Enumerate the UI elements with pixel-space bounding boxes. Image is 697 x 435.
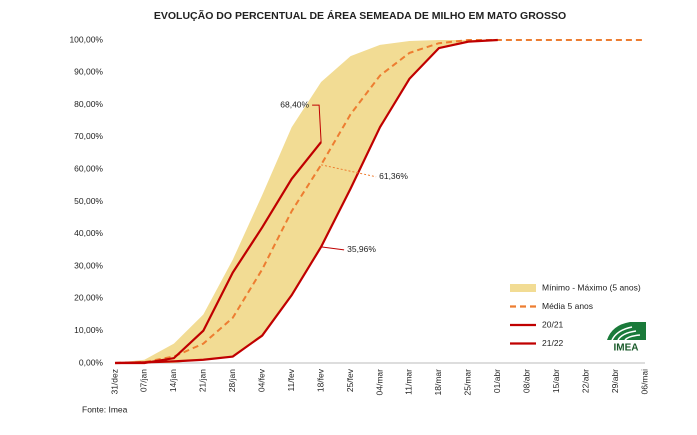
x-tick-label: 31/dez [109, 369, 119, 395]
legend-label: Mínimo - Máximo (5 anos) [542, 282, 641, 292]
legend-label: 21/22 [542, 338, 564, 348]
x-tick-label: 04/mar [374, 369, 384, 396]
x-tick-label: 01/abr [492, 369, 502, 393]
x-tick-label: 07/jan [139, 369, 149, 392]
legend-swatch [510, 284, 536, 292]
legend-label: 20/21 [542, 319, 564, 329]
y-tick-label: 100,00% [69, 34, 103, 44]
logo: IMEA [607, 322, 646, 354]
x-tick-label: 28/jan [227, 369, 237, 392]
y-tick-label: 0,00% [79, 357, 104, 367]
x-tick-label: 29/abr [610, 369, 620, 393]
legend-label: Média 5 anos [542, 301, 593, 311]
y-tick-label: 50,00% [74, 196, 103, 206]
logo-stripes [611, 326, 641, 341]
x-tick-label: 25/fev [345, 368, 355, 392]
x-tick-label: 21/jan [198, 369, 208, 392]
data-label: 35,96% [347, 244, 376, 254]
y-tick-label: 70,00% [74, 131, 103, 141]
data-label: 61,36% [379, 171, 408, 181]
y-tick-label: 90,00% [74, 67, 103, 77]
label-leader [321, 246, 345, 251]
x-tick-label: 06/mai [639, 369, 649, 395]
y-tick-label: 40,00% [74, 228, 103, 238]
series-line [114, 38, 498, 365]
y-tick-label: 20,00% [74, 293, 103, 303]
logo-text: IMEA [614, 343, 639, 354]
range-band [115, 40, 498, 363]
x-tick-label: 18/fev [315, 368, 325, 392]
y-tick-label: 60,00% [74, 163, 103, 173]
y-tick-label: 80,00% [74, 99, 103, 109]
x-tick-label: 11/mar [404, 369, 414, 395]
y-tick-label: 30,00% [74, 260, 103, 270]
chart-title: EVOLUÇÃO DO PERCENTUAL DE ÁREA SEMEADA D… [154, 9, 566, 22]
x-tick-label: 04/fev [256, 368, 266, 392]
x-tick-label: 08/abr [521, 369, 531, 393]
x-tick-label: 11/fev [286, 368, 296, 391]
x-tick-label: 22/abr [580, 369, 590, 393]
x-tick-label: 14/jan [168, 369, 178, 392]
source: Fonte: Imea [82, 404, 128, 414]
label-leader [321, 164, 377, 178]
x-tick-label: 25/mar [463, 369, 473, 396]
x-tick-label: 18/mar [433, 369, 443, 396]
y-tick-label: 10,00% [74, 325, 103, 335]
data-label: 68,40% [280, 99, 309, 109]
label-leader [312, 104, 322, 143]
x-tick-label: 15/abr [551, 369, 561, 393]
series-line [115, 141, 322, 365]
series-line [114, 39, 645, 364]
